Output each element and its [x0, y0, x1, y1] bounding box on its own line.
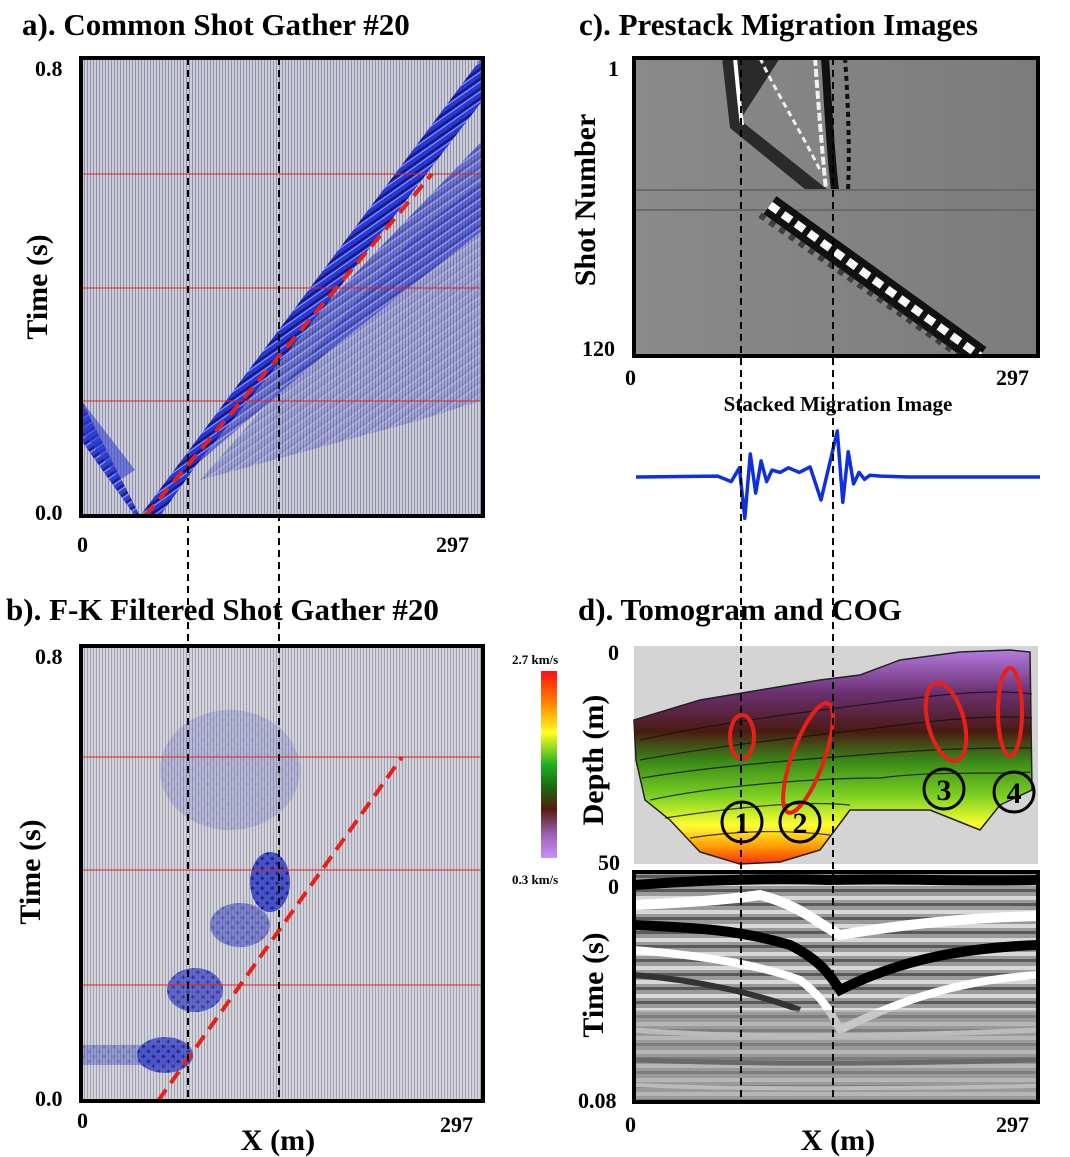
- panel-a-red-dashed-line: [143, 172, 434, 516]
- connector-dashed-lines: [187, 58, 834, 1101]
- panel-d-ylabel: Depth (m): [577, 695, 610, 826]
- panel-a-ytick-top: 0.8: [35, 56, 63, 81]
- panel-cog: 0 0.08 0 297 Time (s) X (m): [577, 870, 1040, 1157]
- panel-c-ylabel: Shot Number: [569, 114, 602, 287]
- panel-b-red-hlines: [81, 756, 483, 986]
- panel-b-xtick-left: 0: [77, 1108, 88, 1133]
- panel-cog-xtick-left: 0: [625, 1112, 636, 1137]
- panel-d-title: d). Tomogram and COG: [578, 592, 902, 627]
- panel-cog-ylabel: Time (s): [577, 932, 610, 1037]
- colorbar-max-label: 2.7 km/s: [512, 652, 558, 667]
- svg-text:2: 2: [793, 807, 808, 840]
- panel-cog-ytick-top: 0: [608, 874, 619, 899]
- panel-b-ytick-bottom: 0.0: [35, 1086, 63, 1111]
- stacked-trace-title: Stacked Migration Image: [724, 392, 953, 416]
- panel-d-ytick-top: 0: [608, 640, 619, 665]
- svg-text:4: 4: [1007, 777, 1022, 810]
- panel-a-ytick-bottom: 0.0: [35, 500, 63, 525]
- stacked-trace-line: [635, 429, 1040, 521]
- panel-c-xtick-left: 0: [625, 365, 636, 390]
- cog-annotations: 1 2 3 4: [720, 767, 1036, 844]
- panel-a-red-hlines: [81, 173, 483, 402]
- panel-cog-xlabel: X (m): [801, 1124, 875, 1157]
- panel-a-xtick-left: 0: [77, 532, 88, 557]
- panel-b-title: b). F-K Filtered Shot Gather #20: [6, 592, 439, 627]
- panel-b-ytick-top: 0.8: [35, 644, 63, 669]
- panel-c-xtick-right: 297: [996, 365, 1029, 390]
- colorbar: 2.7 km/s 0.3 km/s: [512, 652, 558, 887]
- anomaly-ellipses: [728, 666, 1024, 815]
- svg-text:3: 3: [937, 774, 952, 807]
- panel-c-title: c). Prestack Migration Images: [579, 7, 978, 42]
- annotation-3: 3: [922, 767, 966, 811]
- stacked-trace-panel: Stacked Migration Image: [635, 392, 1040, 521]
- panel-b-ylabel: Time (s): [14, 819, 47, 924]
- panel-a-ylabel: Time (s): [21, 234, 54, 339]
- panel-d: d). Tomogram and COG 2.7 km/s 0.3 km/s: [512, 592, 1038, 887]
- panel-cog-ytick-bottom: 0.08: [578, 1088, 617, 1113]
- panel-a: a). Common Shot Gather #20 0.8 0.0 0 297…: [21, 7, 485, 557]
- panel-b-xlabel: X (m): [241, 1124, 315, 1157]
- panel-d-ytick-bottom: 50: [598, 850, 620, 875]
- panel-c: c). Prestack Migration Images 1 120 0 29…: [569, 7, 1040, 390]
- panel-a-title: a). Common Shot Gather #20: [22, 7, 410, 42]
- svg-text:1: 1: [735, 807, 750, 840]
- panel-c-ytick-top: 1: [608, 56, 619, 81]
- colorbar-min-label: 0.3 km/s: [512, 872, 558, 887]
- panel-b: b). F-K Filtered Shot Gather #20 0.8 0.0…: [6, 592, 485, 1157]
- annotation-4: 4: [992, 770, 1036, 814]
- panel-a-xtick-right: 297: [436, 532, 469, 557]
- panel-cog-xtick-right: 297: [996, 1112, 1029, 1137]
- panel-b-xtick-right: 297: [440, 1112, 473, 1137]
- panel-c-ytick-bottom: 120: [582, 336, 615, 361]
- annotation-2: 2: [778, 800, 822, 844]
